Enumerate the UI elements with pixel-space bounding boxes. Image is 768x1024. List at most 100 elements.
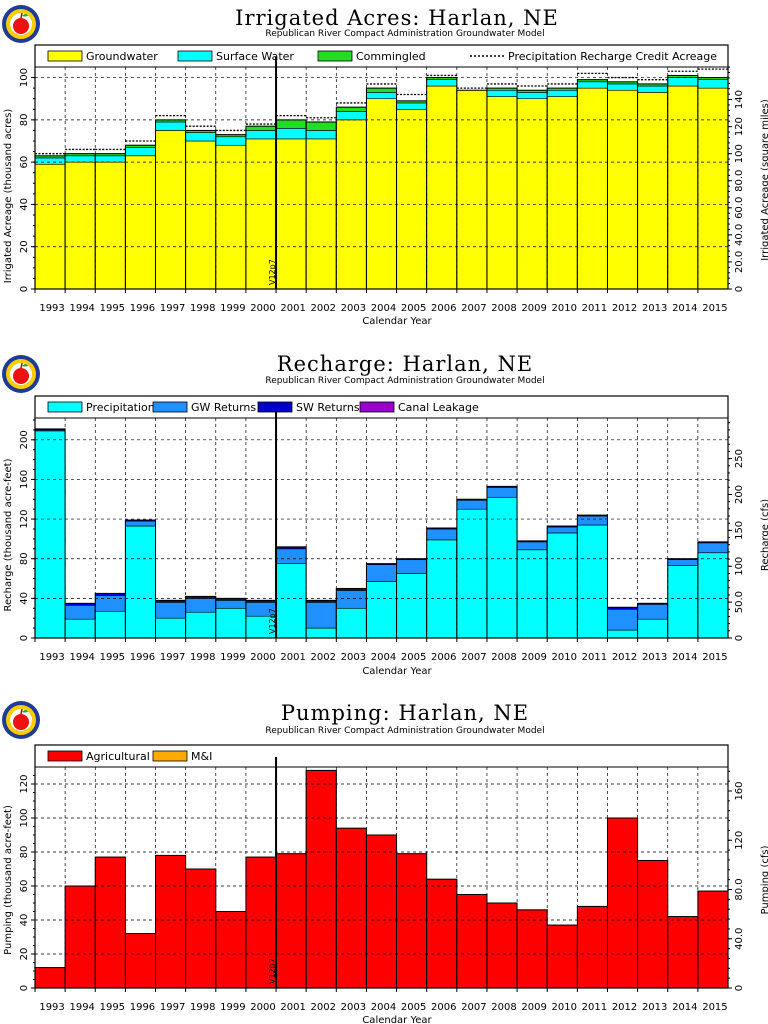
bar-segment bbox=[305, 627, 337, 639]
bar-segment bbox=[64, 618, 96, 639]
x-tick-label: 1993 bbox=[39, 652, 64, 663]
y-right-tick-label: 80.0 bbox=[734, 170, 745, 192]
bar-segment bbox=[245, 856, 277, 989]
bar-segment bbox=[215, 600, 247, 609]
bar-segment bbox=[34, 163, 66, 290]
bar-segment bbox=[336, 111, 367, 121]
legend-swatch bbox=[152, 401, 188, 413]
y-right-tick-label: 100 bbox=[734, 144, 745, 163]
bar-segment bbox=[34, 430, 66, 639]
bar-segment bbox=[185, 611, 217, 639]
bar-segment bbox=[456, 89, 488, 290]
x-tick-label: 2005 bbox=[401, 303, 426, 314]
y-right-tick-label: 40.0 bbox=[734, 224, 745, 246]
y-tick-label: 80 bbox=[19, 846, 30, 859]
plot-area: V12p7 Groundwater Surface Water Commingled P… bbox=[19, 44, 745, 314]
bar-segment bbox=[125, 933, 156, 989]
bar-segment bbox=[516, 541, 548, 551]
x-tick-label: 1996 bbox=[130, 1002, 155, 1013]
legend-swatch bbox=[359, 401, 395, 413]
bar-segment bbox=[667, 85, 699, 290]
y-tick-label: 100 bbox=[19, 68, 30, 87]
version-marker-label: V12p7 bbox=[268, 608, 277, 634]
y-right-tick-label: 140 bbox=[734, 90, 745, 109]
y-right-tick-label: 160 bbox=[734, 781, 745, 800]
x-tick-label: 2012 bbox=[612, 652, 637, 663]
bar-segment bbox=[155, 121, 186, 131]
y-tick-label: 120 bbox=[19, 774, 30, 793]
bar-segment bbox=[215, 607, 247, 639]
x-tick-label: 2013 bbox=[642, 652, 667, 663]
x-tick-label: 2014 bbox=[672, 652, 697, 663]
x-tick-label: 2001 bbox=[280, 303, 305, 314]
bar-segment bbox=[607, 83, 638, 91]
apple-logo-icon bbox=[2, 355, 40, 393]
y-axis-label: Recharge (thousand acre-feet) bbox=[3, 458, 14, 611]
bar-segment bbox=[456, 894, 488, 989]
x-tick-label: 2013 bbox=[642, 303, 667, 314]
x-tick-label: 1998 bbox=[190, 1002, 215, 1013]
bar-segment bbox=[426, 85, 458, 290]
bar-segment bbox=[426, 528, 458, 541]
legend-label: M&I bbox=[191, 750, 212, 763]
bar-segment bbox=[155, 617, 186, 639]
y-right-tick-label: 100 bbox=[734, 557, 745, 576]
legend-label: Surface Water bbox=[216, 50, 294, 63]
legend-label: Canal Leakage bbox=[398, 401, 479, 414]
y-right-tick-label: 250 bbox=[734, 449, 745, 468]
bar-segment bbox=[486, 902, 518, 989]
x-axis-label: Calendar Year bbox=[362, 316, 432, 327]
bar-segment bbox=[245, 138, 277, 290]
x-tick-label: 2012 bbox=[612, 303, 637, 314]
bar-segment bbox=[245, 125, 277, 131]
x-tick-label: 2008 bbox=[491, 303, 516, 314]
x-tick-label: 2008 bbox=[491, 1002, 516, 1013]
bar-segment bbox=[275, 563, 307, 639]
x-tick-label: 2011 bbox=[582, 303, 607, 314]
bar-segment bbox=[697, 890, 729, 989]
bar-segment bbox=[577, 515, 608, 526]
x-tick-label: 2013 bbox=[642, 1002, 667, 1013]
bar-segment bbox=[366, 87, 397, 93]
bar-segment bbox=[426, 539, 458, 639]
x-tick-label: 1999 bbox=[220, 652, 245, 663]
x-tick-label: 2014 bbox=[672, 303, 697, 314]
x-tick-label: 1996 bbox=[130, 652, 155, 663]
bar-segment bbox=[155, 855, 186, 989]
x-tick-label: 2006 bbox=[431, 652, 456, 663]
x-tick-label: 1994 bbox=[69, 1002, 94, 1013]
bar-segment bbox=[34, 967, 66, 989]
bar-segment bbox=[305, 770, 337, 989]
x-tick-label: 2014 bbox=[672, 1002, 697, 1013]
irrigated-acres-panel: Irrigated Acres: Harlan, NE Republican R… bbox=[2, 5, 768, 327]
y-tick-label: 40 bbox=[19, 914, 30, 927]
bar-segment bbox=[94, 161, 126, 290]
bar-segment bbox=[486, 96, 518, 290]
y-tick-label: 100 bbox=[19, 808, 30, 827]
y-right-tick-label: 150 bbox=[734, 521, 745, 540]
bar-segment bbox=[215, 136, 247, 146]
bar-segment bbox=[94, 856, 126, 989]
bar-segment bbox=[185, 132, 217, 142]
plot-frame bbox=[34, 744, 729, 989]
x-tick-label: 1995 bbox=[100, 303, 125, 314]
x-tick-label: 2012 bbox=[612, 1002, 637, 1013]
bar-segment bbox=[516, 98, 548, 290]
plot-area: V12p7 Agricultural M&I 0 20 40 60 80 100 120 0 40.0… bbox=[19, 744, 745, 1013]
x-tick-label: 2015 bbox=[702, 1002, 727, 1013]
legend-swatch bbox=[47, 50, 83, 62]
x-tick-label: 2006 bbox=[431, 303, 456, 314]
x-tick-label: 2007 bbox=[461, 1002, 486, 1013]
bar-segment bbox=[245, 130, 277, 140]
x-tick-label: 1999 bbox=[220, 1002, 245, 1013]
bar-segment bbox=[34, 157, 66, 165]
bar-segment bbox=[336, 827, 367, 989]
bar-segment bbox=[64, 604, 96, 620]
bar-segment bbox=[607, 608, 638, 631]
legend-swatch bbox=[47, 401, 83, 413]
legend-label: Commingled bbox=[356, 50, 426, 63]
y-tick-label: 60 bbox=[19, 156, 30, 169]
x-tick-label: 1993 bbox=[39, 303, 64, 314]
bar-segment bbox=[667, 916, 699, 989]
bar-segment bbox=[396, 559, 427, 574]
